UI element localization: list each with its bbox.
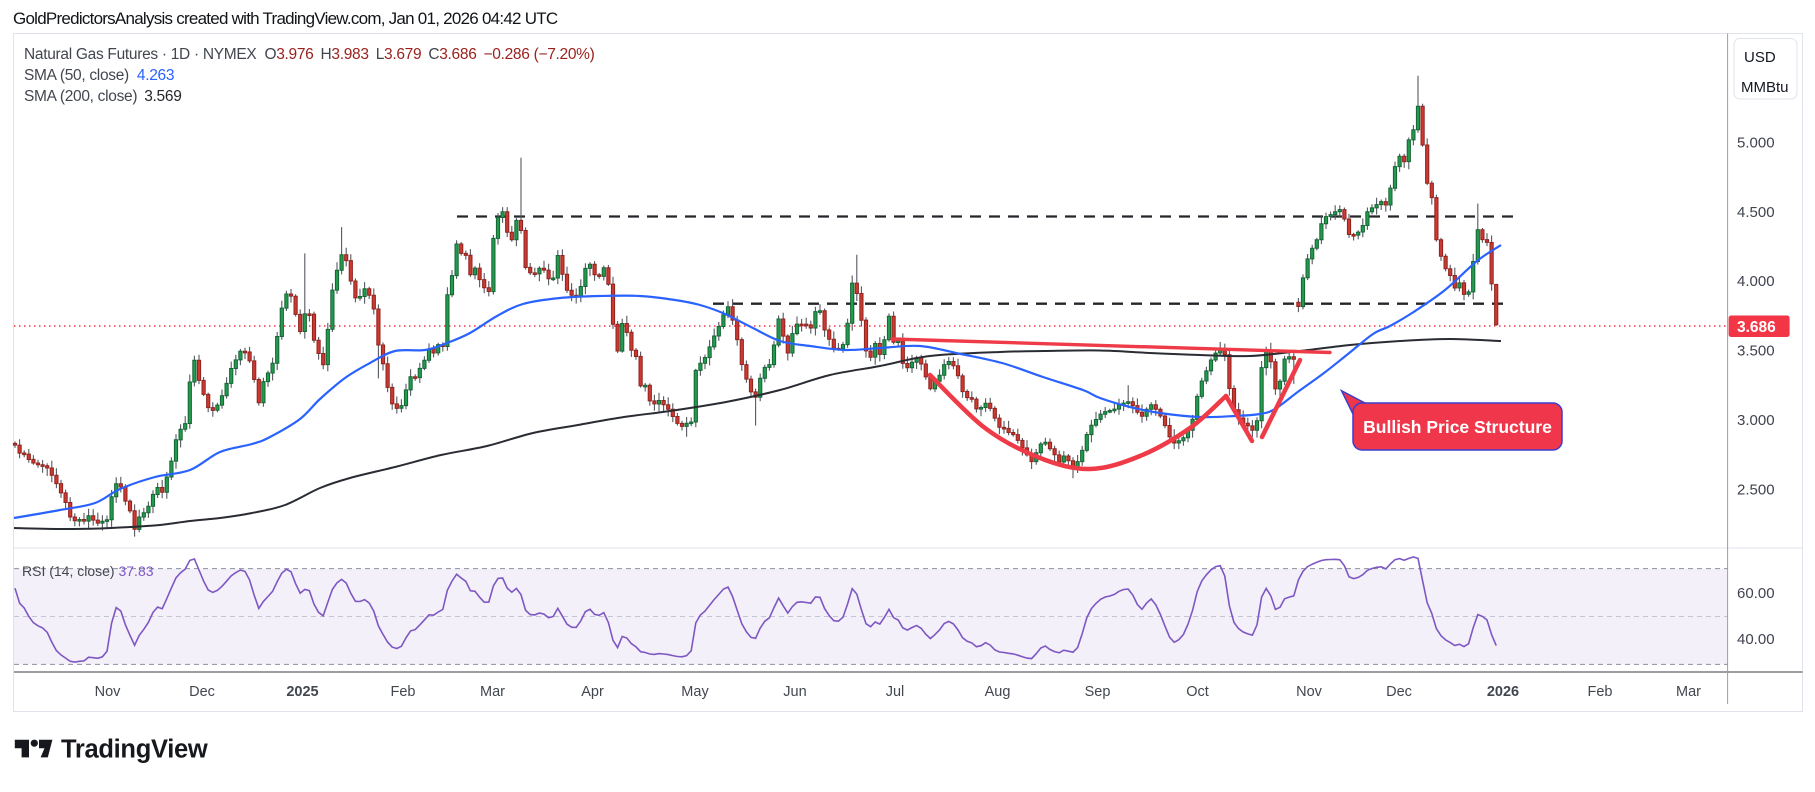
svg-text:Jun: Jun (783, 684, 806, 700)
svg-text:Apr: Apr (581, 684, 604, 700)
svg-text:Mar: Mar (480, 684, 505, 700)
svg-text:GoldPredictorsAnalysis created: GoldPredictorsAnalysis created with Trad… (13, 9, 558, 28)
svg-text:3.500: 3.500 (1737, 343, 1775, 360)
svg-text:4.000: 4.000 (1737, 273, 1775, 290)
svg-text:Nov: Nov (1296, 684, 1323, 700)
svg-text:SMA (50, close)4.263: SMA (50, close) 4.263 (24, 67, 174, 84)
svg-text:USD: USD (1744, 49, 1776, 66)
svg-text:5.000: 5.000 (1737, 134, 1775, 151)
svg-text:2.500: 2.500 (1737, 481, 1775, 498)
svg-text:4.500: 4.500 (1737, 204, 1775, 221)
svg-text:2025: 2025 (286, 684, 318, 700)
svg-text:Dec: Dec (189, 684, 215, 700)
svg-text:40.00: 40.00 (1737, 631, 1775, 648)
svg-text:May: May (681, 684, 709, 700)
svg-text:Dec: Dec (1386, 684, 1412, 700)
svg-text:Aug: Aug (985, 684, 1011, 700)
svg-text:Nov: Nov (95, 684, 122, 700)
svg-text:Mar: Mar (1676, 684, 1701, 700)
svg-text:3.000: 3.000 (1737, 412, 1775, 429)
svg-text:Feb: Feb (1588, 684, 1613, 700)
svg-text:Sep: Sep (1085, 684, 1111, 700)
svg-text:TradingView: TradingView (61, 736, 208, 764)
svg-text:Jul: Jul (886, 684, 905, 700)
svg-text:Bullish Price Structure: Bullish Price Structure (1363, 417, 1552, 437)
svg-text:Oct: Oct (1186, 684, 1209, 700)
svg-text:60.00: 60.00 (1737, 585, 1775, 602)
svg-text:2026: 2026 (1487, 684, 1519, 700)
svg-text:RSI (14, close) 37.83: RSI (14, close) 37.83 (22, 563, 154, 579)
svg-text:Feb: Feb (391, 684, 416, 700)
svg-text:SMA (200, close)3.569: SMA (200, close) 3.569 (24, 88, 182, 105)
svg-text:Natural Gas Futures · 1D · NYM: Natural Gas Futures · 1D · NYMEX O3.976 H3… (24, 46, 595, 63)
svg-text:MMBtu: MMBtu (1741, 79, 1789, 96)
svg-text:3.686: 3.686 (1737, 319, 1776, 336)
